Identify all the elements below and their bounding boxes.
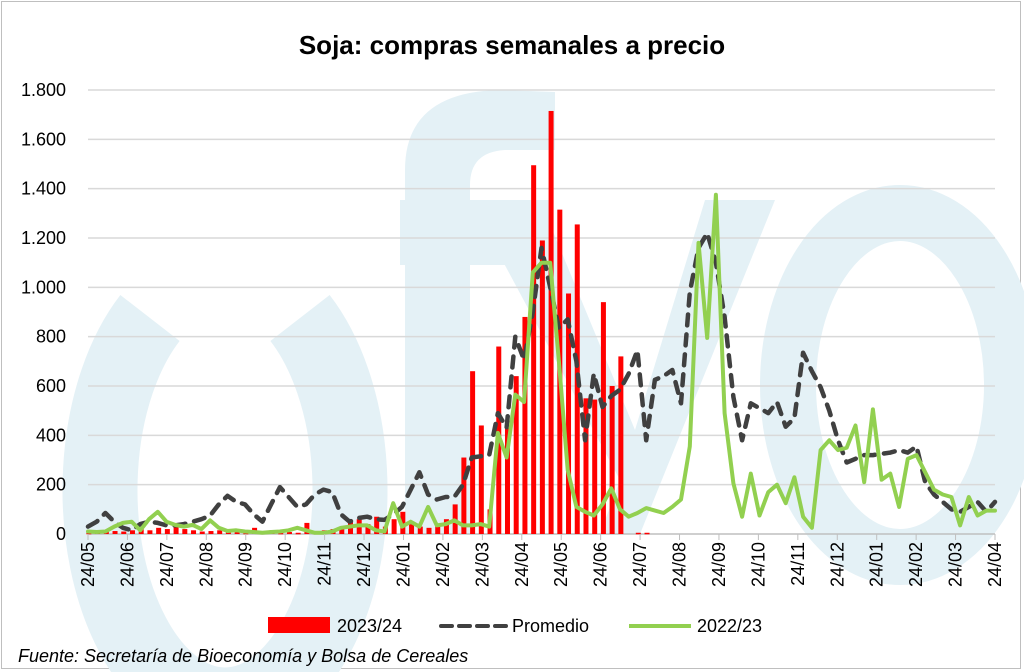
x-tick-label: 24/09 (709, 542, 729, 587)
bar-2023-24 (461, 457, 467, 534)
x-tick-label: 24/01 (867, 542, 887, 587)
bar-2023-24 (147, 530, 153, 534)
bar-2023-24 (548, 110, 554, 534)
watermark-letter-o (760, 185, 1024, 585)
y-tick-label: 1.000 (21, 277, 66, 297)
bar-2023-24 (182, 529, 188, 534)
bar-2023-24 (478, 425, 484, 534)
bar-2023-24 (435, 524, 441, 534)
bar-2023-24 (592, 399, 598, 534)
x-tick-label: 24/04 (985, 542, 1005, 587)
x-tick-label: 24/02 (906, 542, 926, 587)
x-tick-label: 24/08 (670, 542, 690, 587)
y-tick-label: 1.600 (21, 129, 66, 149)
x-tick-label: 24/02 (433, 542, 453, 587)
x-tick-label: 24/01 (393, 542, 413, 587)
x-tick-label: 24/10 (275, 542, 295, 587)
bar-2023-24 (278, 532, 284, 535)
bar-2023-24 (286, 532, 292, 534)
bar-2023-24 (191, 530, 197, 534)
bar-2023-24 (400, 511, 406, 534)
y-tick-label: 1.200 (21, 228, 66, 248)
y-tick-label: 800 (36, 327, 66, 347)
x-tick-label: 24/03 (472, 542, 492, 587)
x-tick-label: 24/11 (788, 542, 808, 586)
x-tick-label: 24/12 (354, 542, 374, 587)
bar-2023-24 (513, 376, 519, 534)
bar-2023-24 (539, 240, 545, 534)
legend-label-2022-23: 2022/23 (697, 616, 762, 636)
bar-2023-24 (391, 519, 397, 534)
bar-2023-24 (112, 531, 118, 534)
y-tick-label: 0 (56, 524, 66, 544)
chart-title: Soja: compras semanales a precio (299, 30, 725, 60)
watermark-ring (62, 295, 388, 672)
x-tick-label: 24/08 (196, 542, 216, 587)
bar-2023-24 (339, 527, 345, 534)
y-tick-label: 1.800 (21, 80, 66, 100)
x-tick-label: 24/06 (591, 542, 611, 587)
bar-2023-24 (600, 302, 606, 534)
bar-2023-24 (121, 531, 127, 534)
bar-2023-24 (409, 524, 415, 534)
y-tick-label: 200 (36, 475, 66, 495)
bar-2023-24 (417, 526, 423, 534)
legend-label-2023-24: 2023/24 (337, 616, 402, 636)
x-tick-label: 24/11 (315, 542, 335, 586)
x-tick-label: 24/10 (748, 542, 768, 587)
x-tick-label: 24/07 (630, 542, 650, 587)
bar-2023-24 (374, 516, 380, 534)
bar-2023-24 (234, 532, 240, 534)
bar-2023-24 (304, 522, 310, 534)
bar-2023-24 (156, 527, 162, 534)
x-tick-label: 24/05 (551, 542, 571, 587)
x-tick-label: 24/09 (236, 542, 256, 587)
bar-2023-24 (164, 529, 170, 534)
bar-2023-24 (443, 519, 449, 534)
bar-2023-24 (217, 530, 223, 534)
x-tick-label: 24/07 (157, 542, 177, 587)
bar-2023-24 (618, 356, 624, 534)
bar-2023-24 (295, 532, 301, 535)
source-note: Fuente: Secretaría de Bioeconomía y Bols… (18, 646, 468, 666)
bar-2023-24 (470, 371, 476, 534)
bar-2023-24 (208, 531, 214, 534)
x-tick-label: 24/04 (512, 542, 532, 587)
bar-2023-24 (531, 165, 537, 534)
bar-2023-24 (199, 531, 205, 534)
bar-2023-24 (644, 532, 650, 535)
bar-2023-24 (566, 293, 572, 534)
bar-2023-24 (426, 527, 432, 534)
bar-2023-24 (129, 530, 135, 534)
bar-2023-24 (522, 316, 528, 534)
y-tick-label: 600 (36, 376, 66, 396)
legend-label-promedio: Promedio (512, 616, 589, 636)
bar-2023-24 (504, 427, 510, 534)
line-promedio (85, 230, 998, 533)
y-tick-label: 400 (36, 425, 66, 445)
bar-2023-24 (635, 532, 641, 535)
x-tick-label: 24/12 (827, 542, 847, 587)
x-tick-label: 24/06 (117, 542, 137, 587)
legend: 2023/24 Promedio 2022/23 (268, 616, 762, 636)
y-tick-label: 1.400 (21, 179, 66, 199)
bar-2023-24 (365, 524, 371, 534)
bar-2023-24 (583, 398, 589, 534)
bar-2023-24 (609, 386, 615, 534)
line-2022-23 (86, 192, 997, 535)
bar-2023-24 (173, 526, 179, 534)
legend-swatch-2023-24 (268, 617, 330, 633)
x-tick-label: 24/05 (78, 542, 98, 587)
x-tick-label: 24/03 (946, 542, 966, 587)
